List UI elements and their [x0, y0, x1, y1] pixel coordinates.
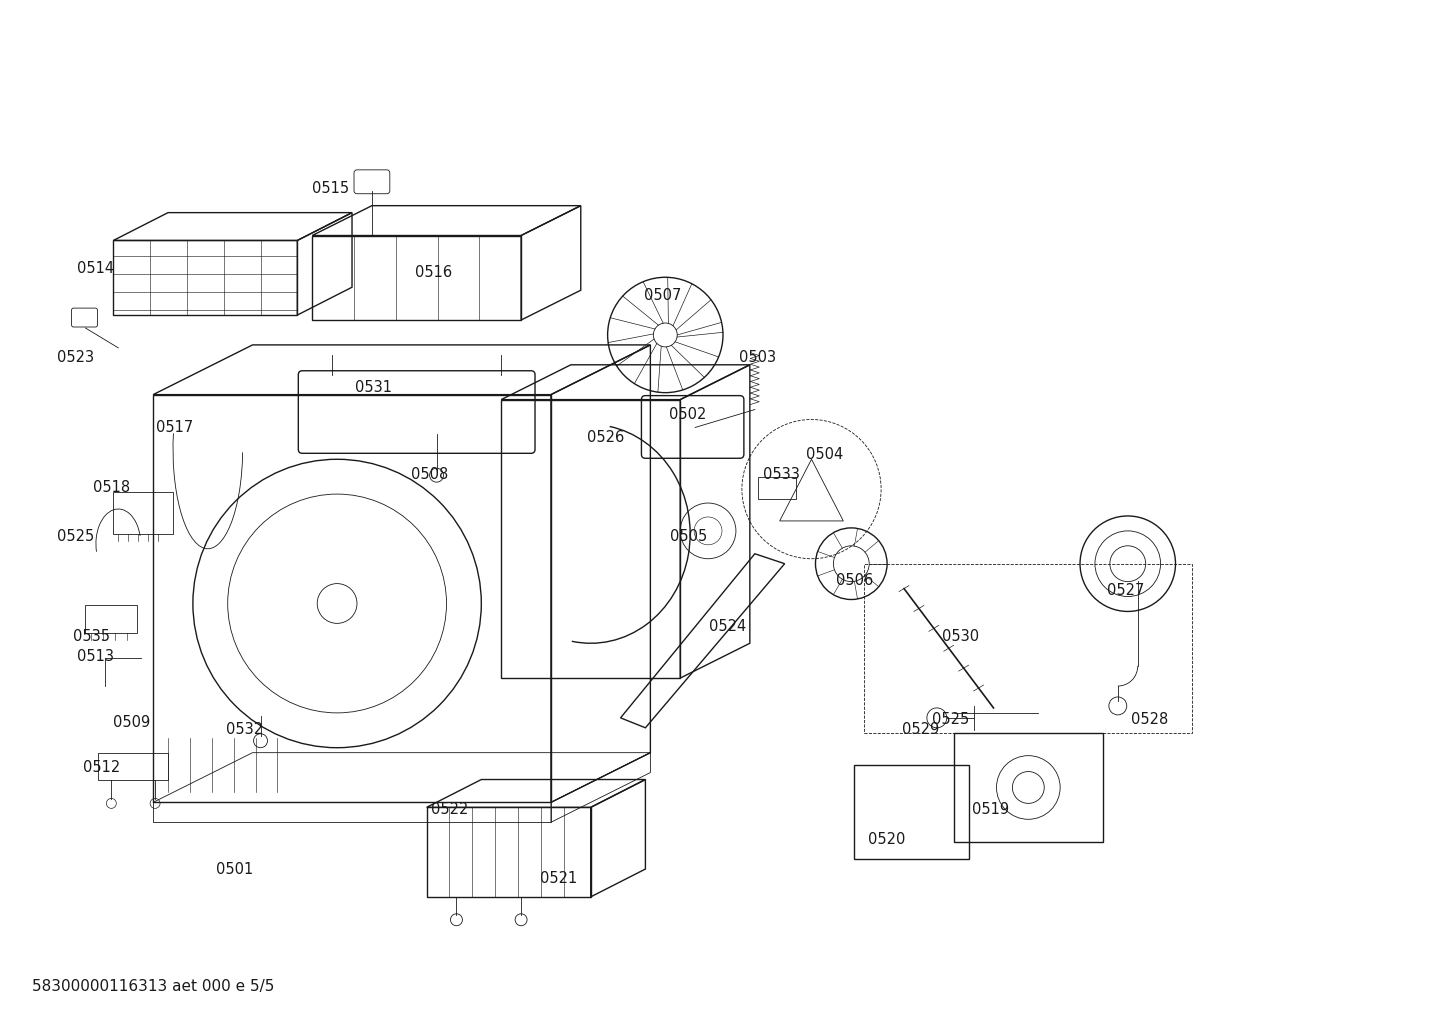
Bar — [114, 492, 173, 534]
Text: 0517: 0517 — [156, 420, 193, 435]
Text: 0528: 0528 — [1131, 712, 1168, 728]
Text: 0501: 0501 — [216, 861, 254, 876]
Text: 0504: 0504 — [806, 446, 844, 462]
Text: 0524: 0524 — [709, 619, 747, 634]
Text: 0515: 0515 — [311, 181, 349, 197]
Text: 0502: 0502 — [669, 407, 707, 422]
Text: 0509: 0509 — [112, 715, 150, 731]
Text: 0532: 0532 — [226, 722, 264, 738]
Bar — [864, 564, 1193, 733]
Text: 0523: 0523 — [58, 351, 94, 366]
Text: 0525: 0525 — [56, 529, 94, 544]
Text: 0519: 0519 — [972, 802, 1009, 817]
Text: 0506: 0506 — [836, 573, 872, 588]
Text: 0505: 0505 — [669, 529, 707, 544]
Text: 0512: 0512 — [82, 760, 120, 775]
Text: 0521: 0521 — [541, 871, 577, 887]
Text: 0514: 0514 — [76, 261, 114, 276]
Text: 0508: 0508 — [411, 467, 448, 482]
Text: 0507: 0507 — [643, 287, 681, 303]
Text: 0531: 0531 — [355, 380, 392, 395]
Bar — [854, 764, 969, 859]
Bar — [758, 477, 796, 499]
Text: 0513: 0513 — [76, 649, 114, 663]
Text: 0529: 0529 — [903, 722, 940, 738]
Text: 0530: 0530 — [942, 629, 979, 644]
Bar — [953, 733, 1103, 842]
Text: 0522: 0522 — [431, 802, 469, 817]
Text: 0516: 0516 — [415, 265, 453, 280]
Text: 0520: 0520 — [868, 832, 906, 847]
Text: 0525: 0525 — [932, 712, 969, 728]
Bar — [85, 605, 137, 634]
Text: 0535: 0535 — [74, 629, 110, 644]
Text: 0527: 0527 — [1107, 583, 1145, 598]
Text: 0526: 0526 — [587, 430, 624, 445]
Text: 58300000116313 aet 000 e 5/5: 58300000116313 aet 000 e 5/5 — [32, 979, 274, 995]
Text: 0518: 0518 — [92, 480, 130, 494]
Text: 0533: 0533 — [763, 467, 800, 482]
Text: 0503: 0503 — [740, 351, 776, 366]
